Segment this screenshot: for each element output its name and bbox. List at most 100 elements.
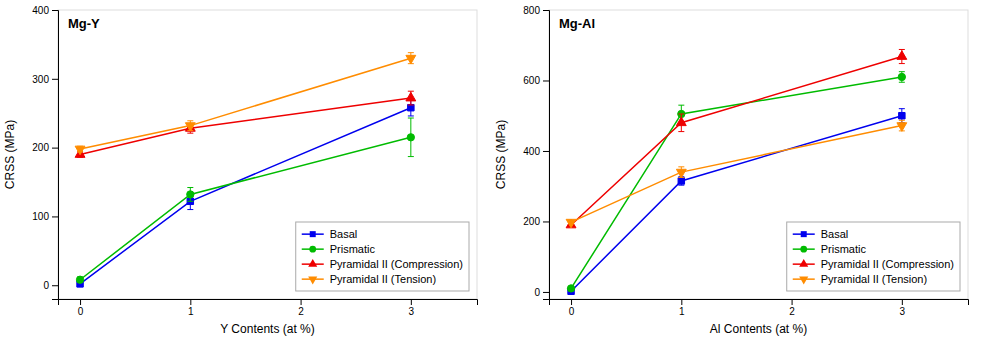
marker: [75, 146, 85, 155]
tick-label: 0: [78, 306, 84, 317]
tick: 0: [534, 287, 549, 298]
tick-mark: [52, 10, 58, 11]
marker: [406, 92, 416, 101]
legend-entry: Pyramidal II (Tension): [793, 273, 927, 285]
tick-mark: [543, 80, 549, 81]
legend-entry: Basal: [793, 228, 849, 240]
marker: [76, 276, 83, 283]
tick-label: 2: [298, 306, 304, 317]
tick-label: 0: [534, 287, 540, 298]
tick-label: 3: [900, 306, 906, 317]
tick-label: 1: [188, 306, 194, 317]
tick: 300: [32, 74, 58, 85]
marker: [185, 123, 195, 132]
tick-label: 2: [789, 306, 795, 317]
x-axis-label: Y Contents (at %): [220, 322, 315, 336]
marker: [676, 169, 686, 178]
tick-mark: [792, 299, 793, 305]
legend: Basal Prismatic Pyramidal II (Compression)…: [296, 222, 469, 291]
tick-label: 3: [409, 306, 415, 317]
tick: 2: [298, 299, 304, 317]
tick-mark: [543, 221, 549, 222]
tick: 200: [523, 216, 549, 227]
tick-mark: [52, 79, 58, 80]
marker: [897, 51, 907, 60]
tick-label: 300: [32, 74, 49, 85]
series: [75, 91, 416, 157]
tick-label: 100: [32, 211, 49, 222]
series: [75, 53, 416, 155]
series-line: [80, 58, 411, 149]
y-axis: 0 100 200 300 400: [32, 5, 58, 300]
legend-entry: Pyramidal II (Compression): [793, 258, 954, 270]
marker: [407, 134, 414, 141]
tick-mark: [80, 299, 81, 305]
tick-mark: [681, 299, 682, 305]
marker: [676, 117, 686, 126]
legend-marker: [799, 259, 808, 267]
legend-label: Pyramidal II (Tension): [821, 273, 927, 285]
title: Mg-Al: [559, 16, 595, 31]
tick: 2: [789, 299, 795, 317]
title: Mg-Y: [68, 16, 100, 31]
tick-label: 1: [679, 306, 685, 317]
x-axis-label: Al Contents (at %): [710, 322, 807, 336]
tick-mark: [543, 292, 549, 293]
tick-label: 200: [32, 142, 49, 153]
tick: 400: [32, 5, 58, 16]
tick-mark: [543, 10, 549, 11]
series-line: [80, 98, 411, 154]
legend-marker: [308, 259, 317, 267]
marker: [406, 55, 416, 64]
legend: Basal Prismatic Pyramidal II (Compression)…: [787, 222, 960, 291]
legend-label: Pyramidal II (Compression): [330, 258, 463, 270]
tick: 3: [900, 299, 906, 317]
tick: 400: [523, 146, 549, 157]
tick-label: 400: [32, 5, 49, 16]
tick-label: 200: [523, 216, 540, 227]
panel: 0 1 2 3 0 200 400 600 800 Mg-Al Al Contents (at %)…: [494, 5, 969, 336]
tick: 0: [43, 280, 58, 291]
legend-marker: [799, 277, 808, 285]
tick-mark: [571, 299, 572, 305]
legend-box: [296, 222, 469, 291]
legend-marker: [308, 277, 317, 285]
marker: [897, 123, 907, 132]
tick: 600: [523, 75, 549, 86]
legend-label: Pyramidal II (Compression): [821, 258, 954, 270]
x-axis: 0 1 2 3: [59, 299, 478, 317]
legend-marker: [310, 231, 316, 237]
tick: 1: [679, 299, 685, 317]
tick: 3: [409, 299, 415, 317]
marker: [898, 73, 905, 80]
tick-label: 600: [523, 75, 540, 86]
tick: 800: [523, 5, 549, 16]
legend-label: Pyramidal II (Tension): [330, 273, 436, 285]
legend-marker: [801, 231, 807, 237]
y-axis-label: CRSS (MPa): [3, 120, 17, 189]
y-axis: 0 200 400 600 800: [523, 5, 549, 300]
tick-mark: [52, 216, 58, 217]
tick-mark: [190, 299, 191, 305]
legend-label: Prismatic: [330, 243, 376, 255]
series-line: [571, 126, 902, 223]
axis-domain: [543, 11, 550, 300]
legend-label: Basal: [330, 228, 358, 240]
legend-entry: Prismatic: [302, 243, 376, 255]
error-bar: [899, 72, 905, 83]
legend-items: Basal Prismatic Pyramidal II (Compression)…: [793, 228, 954, 285]
axis-domain: [52, 11, 59, 300]
tick-mark: [52, 148, 58, 149]
legend-marker: [800, 246, 807, 253]
series: [566, 49, 907, 227]
panel: 0 1 2 3 0 100 200 300 400 Mg-Y Y Contents (at %) CR…: [3, 5, 478, 336]
axis-domain: [59, 300, 478, 306]
tick: 0: [78, 299, 84, 317]
legend-entry: Basal: [302, 228, 358, 240]
marker: [187, 191, 194, 198]
series: [566, 120, 907, 228]
legend-label: Prismatic: [821, 243, 867, 255]
error-bar: [187, 188, 193, 202]
plot-frame: [58, 10, 477, 299]
y-axis-label: CRSS (MPa): [494, 120, 508, 189]
